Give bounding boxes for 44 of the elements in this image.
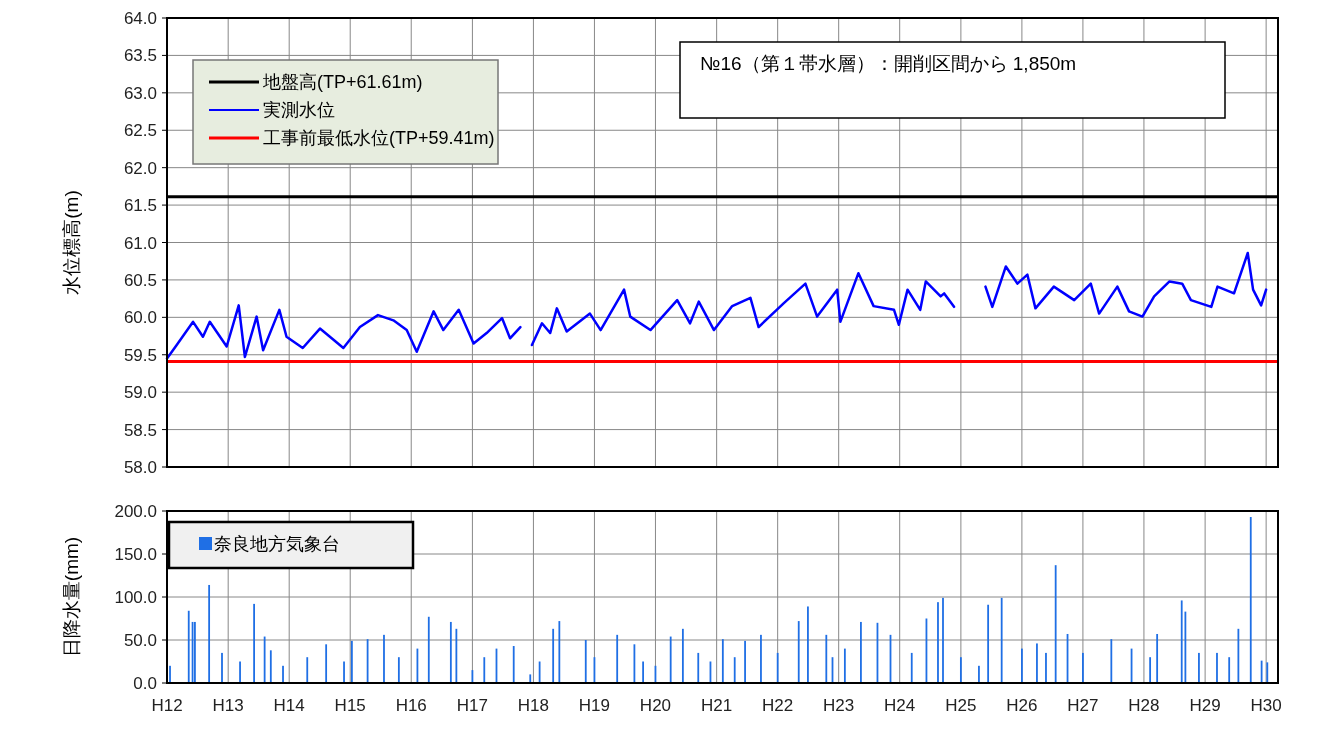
x-tick-label: H29 [1189, 696, 1221, 715]
x-tick-label: H15 [334, 696, 366, 715]
y-tick-label: 60.5 [123, 270, 157, 290]
y-tick-label: 200.0 [114, 502, 157, 521]
x-tick-label: H17 [456, 696, 489, 715]
x-tick-label: H20 [639, 696, 672, 715]
y-tick-label: 61.5 [123, 196, 157, 216]
legend-label: 奈良地方気象台 [214, 534, 340, 554]
x-tick-label: H28 [1128, 696, 1160, 715]
x-tick-label: H26 [1006, 696, 1038, 715]
y-tick-label: 0.0 [133, 674, 157, 693]
annotation: №16（第１帯水層）：開削区間から 1,850m [700, 53, 1077, 74]
x-tick-label: H24 [884, 696, 916, 715]
x-tick-label: H25 [945, 696, 977, 715]
x-tick-label: H19 [578, 696, 611, 715]
x-tick-label: H16 [395, 696, 427, 715]
y-tick-label: 59.0 [123, 383, 157, 403]
x-tick-label: H14 [273, 696, 305, 715]
y-tick-label: 64.0 [123, 9, 157, 28]
y-axis-title: 水位標高(m) [61, 190, 82, 295]
legend-label: 地盤高(TP+61.61m) [262, 72, 423, 92]
y-tick-label: 50.0 [123, 631, 157, 650]
y-tick-label: 62.0 [123, 158, 157, 178]
y-tick-label: 60.0 [123, 308, 157, 328]
y-axis-title: 日降水量(mm) [61, 536, 82, 658]
y-tick-label: 100.0 [114, 588, 157, 607]
x-tick-label: H12 [151, 696, 183, 715]
x-tick-label: H18 [517, 696, 550, 715]
x-tick-label: H13 [212, 696, 244, 715]
legend-label: 実測水位 [263, 100, 335, 120]
x-tick-label: H22 [762, 696, 794, 715]
y-tick-label: 58.0 [123, 458, 157, 477]
x-tick-label: H27 [1067, 696, 1099, 715]
y-tick-label: 62.5 [123, 121, 157, 141]
x-tick-label: H30 [1250, 696, 1282, 715]
x-tick-label: H21 [701, 696, 733, 715]
y-tick-label: 63.5 [123, 46, 157, 66]
x-tick-label: H23 [823, 696, 855, 715]
y-tick-label: 59.5 [123, 345, 157, 365]
y-tick-label: 58.5 [123, 420, 157, 440]
y-tick-label: 150.0 [114, 545, 157, 564]
y-tick-label: 61.0 [123, 233, 157, 253]
y-tick-label: 63.0 [123, 83, 157, 103]
legend-label: 工事前最低水位(TP+59.41m) [263, 128, 495, 148]
